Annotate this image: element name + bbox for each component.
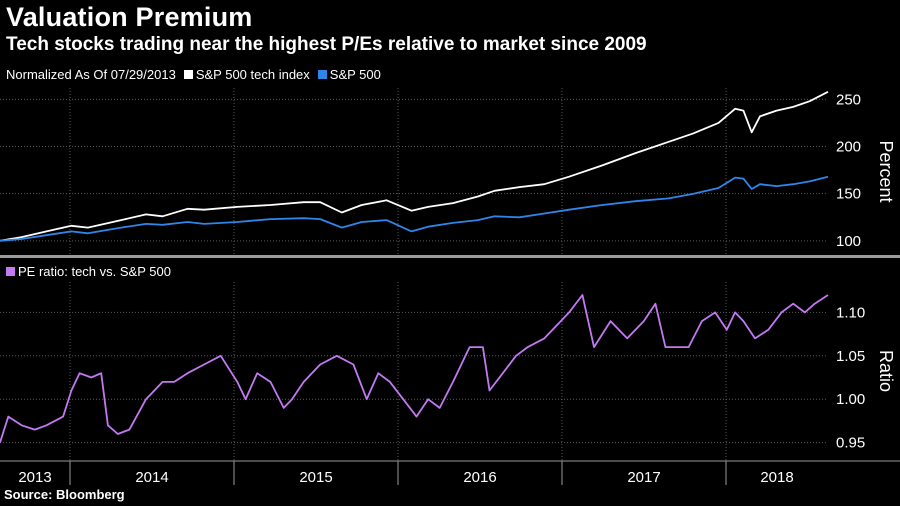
x-tick-label: 2015 — [299, 469, 332, 486]
chart-subtitle: Tech stocks trading near the highest P/E… — [6, 34, 647, 55]
panel-separator — [0, 255, 900, 258]
pe-ylabel: Ratio — [876, 350, 896, 392]
pe-ytick-label: 1.05 — [836, 348, 865, 365]
price-ytick-label: 150 — [836, 186, 861, 203]
x-tick-label: 2017 — [627, 469, 660, 486]
legend-label-pe: PE ratio: tech vs. S&P 500 — [18, 264, 171, 279]
source-note: Source: Bloomberg — [4, 487, 125, 502]
bottom-legend: PE ratio: tech vs. S&P 500 — [6, 264, 171, 279]
price-series-line-1 — [0, 175, 829, 242]
price-ylabel: Percent — [876, 140, 896, 202]
legend-item-sp500: S&P 500 — [317, 67, 381, 82]
x-tick-label: 2018 — [760, 469, 793, 486]
x-tick-label: 2013 — [18, 469, 51, 486]
top-legend: Normalized As Of 07/29/2013 S&P 500 tech… — [6, 67, 389, 82]
price-ytick-label: 250 — [836, 91, 861, 108]
legend-item-tech: S&P 500 tech index — [183, 67, 310, 82]
x-tick-label: 2016 — [463, 469, 496, 486]
legend-label-tech: S&P 500 tech index — [195, 67, 310, 82]
price-ytick-label: 100 — [836, 233, 861, 250]
legend-swatch-sp500 — [317, 70, 327, 79]
price-ytick-label: 200 — [836, 138, 861, 155]
pe-ytick-label: 0.95 — [836, 435, 865, 452]
price-series-line-0 — [0, 90, 829, 242]
legend-swatch-pe — [6, 267, 15, 276]
legend-note-text: Normalized As Of 07/29/2013 — [6, 67, 176, 82]
chart-title: Valuation Premium — [6, 2, 253, 32]
legend-swatch-tech — [183, 70, 193, 79]
pe-ytick-label: 1.00 — [836, 391, 865, 408]
x-tick-label: 2014 — [135, 469, 168, 486]
legend-note: Normalized As Of 07/29/2013 — [6, 67, 176, 82]
legend-label-sp500: S&P 500 — [329, 67, 381, 82]
pe-ytick-label: 1.10 — [836, 304, 865, 321]
pe-series-line-0 — [0, 294, 829, 443]
